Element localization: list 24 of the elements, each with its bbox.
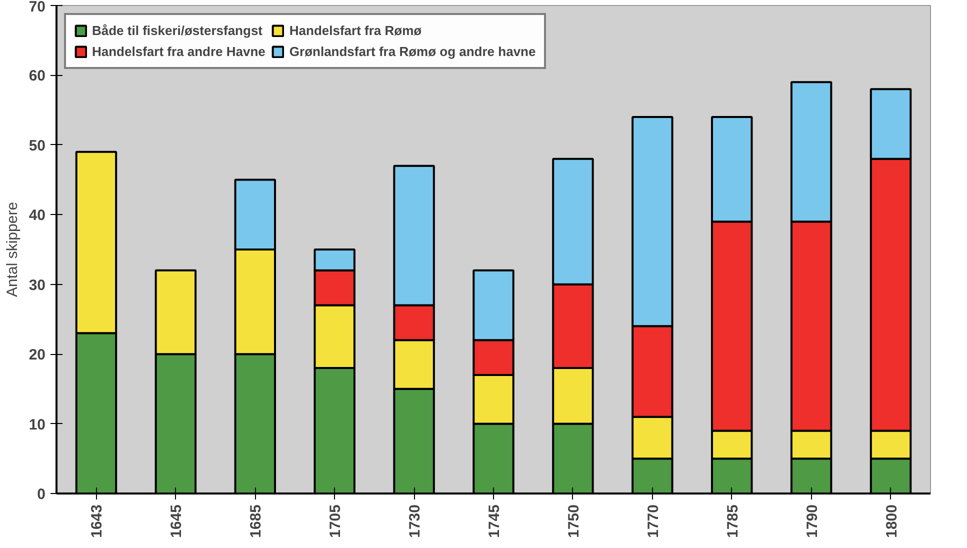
x-tick-label: 1685: [248, 504, 265, 538]
x-tick-label: 1705: [327, 504, 344, 538]
y-tick-label: 60: [28, 68, 46, 85]
legend-label: Handelsfart fra Rømø: [289, 23, 422, 38]
y-tick-label: 0: [37, 486, 46, 503]
y-tick-label: 50: [28, 137, 46, 154]
x-tick-label: 1770: [644, 504, 662, 538]
y-tick-label: 40: [28, 207, 46, 224]
x-tick-label: 1800: [883, 504, 900, 538]
legend-label: Handelsfart fra andre Havne: [92, 44, 266, 59]
x-tick-label: 1643: [88, 504, 106, 538]
y-tick-label: 10: [28, 416, 46, 434]
y-tick-label: 30: [28, 276, 46, 294]
x-tick-label: 1745: [486, 504, 503, 538]
y-tick-label: 70: [28, 0, 46, 16]
x-tick-label: 1750: [565, 504, 582, 538]
x-tick-label: 1790: [804, 504, 821, 538]
x-tick-label: 1785: [724, 504, 742, 538]
legend-label: Både til fiskeri/østersfangst: [92, 23, 262, 38]
y-axis-title: Antal skippere: [4, 202, 21, 298]
x-tick-label: 1730: [406, 504, 424, 538]
x-tick-label: 1645: [168, 504, 186, 538]
legend-label: Grønlandsfart fra Rømø og andre havne: [289, 44, 536, 59]
y-tick-label: 20: [28, 346, 46, 364]
